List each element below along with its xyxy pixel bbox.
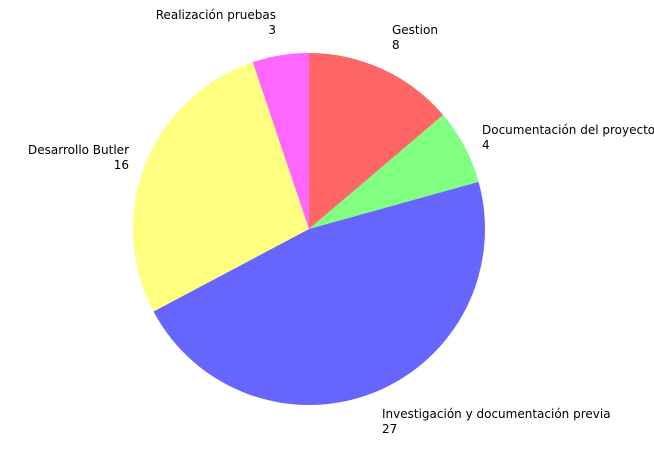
pie-slice-4 (132, 62, 309, 312)
slice-label-1: Gestion 8 (392, 23, 438, 52)
slice-value-4: 16 (114, 158, 129, 172)
slice-label-4: Desarrollo Butler 16 (28, 143, 129, 172)
slice-value-2: 4 (482, 138, 490, 152)
slice-value-5: 3 (268, 23, 276, 37)
slice-name-4: Desarrollo Butler (28, 143, 129, 157)
pie-slice-3 (153, 181, 485, 405)
pie-slices (132, 53, 485, 405)
slice-label-5: Realización pruebas 3 (156, 8, 276, 37)
slice-name-1: Gestion (392, 23, 438, 37)
slice-label-3: Investigación y documentación previa 27 (382, 407, 611, 436)
slice-label-2: Documentación del proyecto 4 (482, 123, 654, 152)
slice-value-3: 27 (382, 422, 397, 436)
slice-value-1: 8 (392, 38, 400, 52)
pie-slice-1 (309, 53, 444, 229)
pie-labels: Gestion 8 Documentación del proyecto 4 Inves… (28, 8, 654, 436)
pie-slice-5 (252, 53, 309, 229)
slice-name-5: Realización pruebas (156, 8, 276, 22)
slice-name-3: Investigación y documentación previa (382, 407, 611, 421)
slice-name-2: Documentación del proyecto (482, 123, 654, 137)
pie-slice-2 (309, 115, 479, 229)
